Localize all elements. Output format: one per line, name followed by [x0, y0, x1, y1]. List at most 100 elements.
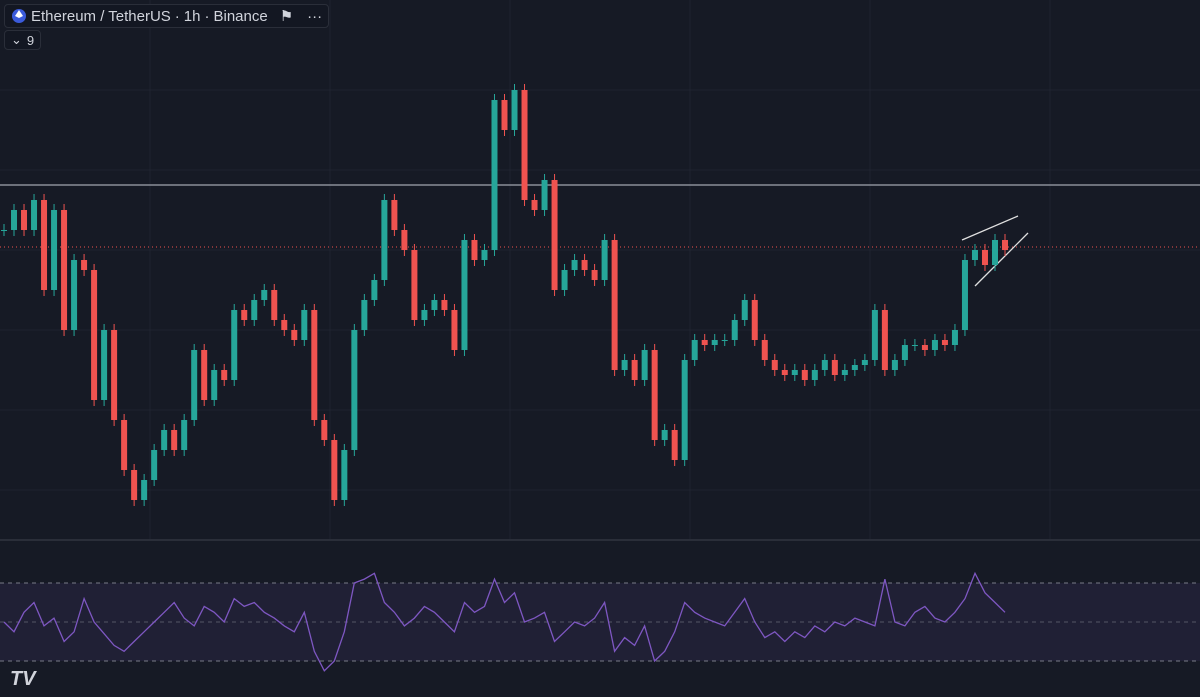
candle: [291, 330, 298, 340]
candle: [621, 360, 628, 370]
candle: [941, 340, 948, 345]
candle: [471, 240, 478, 260]
candle: [461, 240, 468, 350]
candle: [251, 300, 258, 320]
wedge-line: [961, 215, 1019, 241]
candle: [841, 370, 848, 375]
candles: [1, 84, 1008, 506]
symbol-header[interactable]: Ethereum / TetherUS · 1h · Binance ⚑ ···: [4, 4, 330, 28]
candle: [121, 420, 128, 470]
candle: [851, 365, 858, 370]
candle: [391, 200, 398, 230]
candle: [911, 345, 918, 346]
candle: [811, 370, 818, 380]
exchange: Binance: [213, 7, 268, 25]
candle: [261, 290, 268, 300]
candle: [971, 250, 978, 260]
candle: [671, 430, 678, 460]
candle: [531, 200, 538, 210]
candle: [861, 360, 868, 365]
candle: [451, 310, 458, 350]
candle: [421, 310, 428, 320]
candle: [241, 310, 248, 320]
candle: [311, 310, 318, 420]
candle: [701, 340, 708, 345]
candle: [11, 210, 18, 230]
candle: [271, 290, 278, 320]
candle: [281, 320, 288, 330]
indicator-count: 9: [26, 32, 35, 48]
candle: [691, 340, 698, 360]
candle: [501, 100, 508, 130]
candle: [51, 210, 58, 290]
rsi: [3, 571, 1006, 672]
candle: [921, 345, 928, 350]
more-icon[interactable]: ···: [307, 7, 323, 25]
candle: [351, 330, 358, 450]
candle: [901, 345, 908, 360]
candle: [181, 420, 188, 450]
candle: [991, 240, 998, 265]
candle: [791, 370, 798, 375]
candle: [141, 480, 148, 500]
interval: 1h: [183, 7, 201, 25]
separator: ·: [174, 7, 180, 25]
candle: [801, 370, 808, 380]
candle: [111, 330, 118, 420]
candle: [131, 470, 138, 500]
candle: [321, 420, 328, 440]
candle: [541, 180, 548, 210]
candle: [571, 260, 578, 270]
candle: [581, 260, 588, 270]
candle: [381, 200, 388, 280]
candle: [1, 230, 7, 231]
candle: [61, 210, 68, 330]
candle: [521, 90, 528, 200]
candle: [31, 200, 38, 230]
candle: [491, 100, 498, 250]
candle: [151, 450, 158, 480]
flag-icon[interactable]: ⚑: [279, 8, 294, 25]
candle: [191, 350, 198, 420]
candle: [81, 260, 88, 270]
candle: [551, 180, 558, 290]
candle: [431, 300, 438, 310]
candle: [161, 430, 168, 450]
logo: TV: [10, 668, 36, 690]
candle: [301, 310, 308, 340]
candle: [881, 310, 888, 370]
candle: [731, 320, 738, 340]
candle: [441, 300, 448, 310]
candle: [341, 450, 348, 500]
candle: [951, 330, 958, 345]
candle: [41, 200, 48, 290]
candle: [601, 240, 608, 280]
candle: [761, 340, 768, 360]
candle: [401, 230, 408, 250]
candle: [231, 310, 238, 380]
candle: [71, 260, 78, 330]
candle: [781, 370, 788, 375]
candle: [101, 330, 108, 400]
grid: [0, 0, 1200, 540]
symbol: Ethereum / TetherUS: [31, 7, 171, 25]
candle: [821, 360, 828, 370]
candle: [961, 260, 968, 330]
candle: [371, 280, 378, 300]
candle: [831, 360, 838, 375]
candle: [171, 430, 178, 450]
candle: [931, 340, 938, 350]
candle: [411, 250, 418, 320]
candle: [721, 340, 728, 341]
indicators-toggle[interactable]: ⌄ 9: [4, 30, 42, 50]
rsi-line: [3, 571, 1006, 672]
candle: [871, 310, 878, 360]
candle: [21, 210, 28, 230]
candle: [511, 90, 518, 130]
candle: [331, 440, 338, 500]
candle: [641, 350, 648, 380]
candle: [591, 270, 598, 280]
candle: [741, 300, 748, 320]
